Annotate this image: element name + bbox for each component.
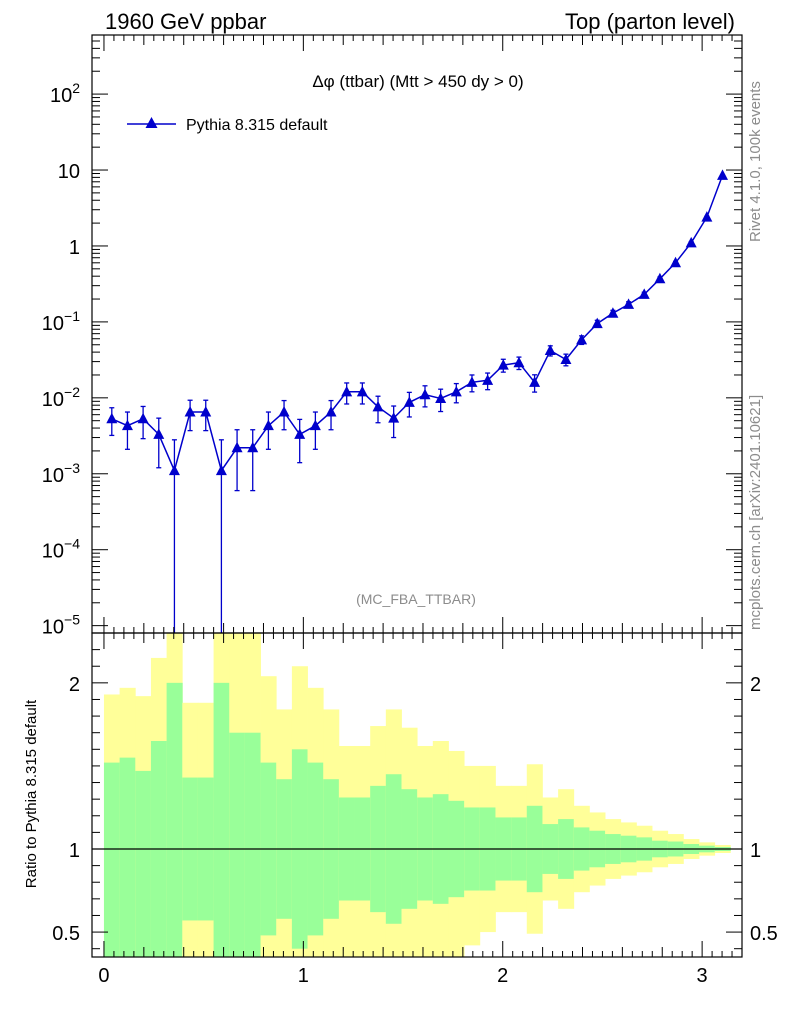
data-point-marker (435, 392, 447, 403)
data-point-marker (560, 353, 572, 364)
x-tick-label: 2 (497, 965, 508, 987)
data-point-marker (121, 419, 133, 431)
data-point-marker (701, 211, 713, 222)
data-point-marker (106, 412, 118, 424)
ratio-inner-band-bin (119, 757, 136, 957)
plot-title: Δφ (ttbar) (Mtt > 450 dy > 0) (312, 72, 523, 91)
ratio-y-tick-label-right: 1 (750, 840, 761, 862)
data-point-marker (450, 385, 462, 397)
data-point-marker (638, 288, 650, 299)
data-point-marker (544, 344, 556, 356)
main-y-tick-label: 10−4 (42, 536, 80, 563)
ratio-inner-band-bin (166, 682, 183, 957)
legend-marker (145, 117, 158, 128)
data-point-marker (200, 406, 212, 417)
ratio-y-tick-label-right: 0.5 (750, 923, 778, 945)
ratio-uncertainty-bands (103, 633, 731, 957)
data-point-marker (168, 464, 180, 476)
data-point-marker (497, 359, 509, 370)
data-point-marker (325, 406, 337, 417)
data-point-marker (591, 317, 603, 329)
data-point-marker (215, 464, 227, 476)
data-point-marker (654, 272, 666, 284)
data-point-marker (607, 307, 619, 318)
ratio-inner-band-bin (213, 682, 230, 957)
data-point-marker (231, 441, 243, 453)
data-point-marker (419, 388, 431, 400)
data-point-marker (529, 376, 541, 387)
data-point-marker (278, 406, 290, 417)
data-point-marker (294, 428, 306, 439)
analysis-tag: (MC_FBA_TTBAR) (356, 591, 476, 607)
data-point-marker (403, 396, 415, 407)
header-left: 1960 GeV ppbar (105, 9, 266, 34)
data-point-marker (670, 256, 682, 268)
mcplots-label: mcplots.cern.ch [arXiv:2401.10621] (747, 395, 764, 630)
ratio-y-tick-label-left: 0.5 (52, 923, 80, 945)
data-point-marker (247, 441, 259, 453)
data-point-marker (137, 412, 149, 424)
legend: Pythia 8.315 default (127, 117, 328, 134)
data-point-marker (372, 400, 384, 412)
data-point-marker (576, 333, 588, 345)
data-series (106, 169, 729, 633)
main-y-tick-label: 10−2 (42, 384, 80, 411)
x-tick-label: 0 (98, 965, 109, 987)
main-y-tick-label: 10−1 (42, 308, 80, 335)
ratio-inner-band-bin (229, 732, 246, 957)
main-y-tick-label: 1 (69, 237, 80, 259)
data-point-marker (513, 356, 525, 368)
data-point-marker (685, 236, 697, 248)
header-right: Top (parton level) (565, 9, 735, 34)
ratio-y-axis-label: Ratio to Pythia 8.315 default (23, 699, 40, 888)
ratio-y-tick-label-right: 2 (750, 674, 761, 696)
main-y-tick-label: 10 (58, 161, 80, 183)
axis-ticks (92, 34, 743, 957)
ratio-inner-band-bin (103, 762, 121, 957)
main-y-tick-label: 102 (50, 80, 80, 107)
x-tick-label: 1 (298, 965, 309, 987)
data-point-marker (153, 428, 165, 439)
data-point-marker (184, 406, 196, 417)
ratio-y-tick-label-left: 1 (69, 840, 80, 862)
ratio-inner-band-bin (244, 732, 261, 957)
data-point-marker (309, 419, 321, 431)
data-point-marker (623, 298, 635, 309)
data-point-marker (717, 169, 729, 180)
main-y-tick-label: 10−3 (42, 460, 80, 487)
data-point-marker (482, 374, 494, 385)
x-tick-label: 3 (697, 965, 708, 987)
data-point-marker (356, 385, 368, 397)
data-point-marker (341, 385, 353, 397)
ratio-inner-band-bin (135, 770, 152, 957)
data-point-marker (388, 412, 400, 423)
series-line (111, 175, 724, 473)
rivet-version-label: Rivet 4.1.0, 100k events (747, 81, 764, 242)
main-y-tick-label: 10−5 (42, 612, 80, 639)
data-point-marker (262, 419, 274, 431)
data-point-marker (466, 376, 478, 387)
legend-label: Pythia 8.315 default (186, 117, 328, 134)
ratio-plot-frame (91, 632, 743, 958)
ratio-y-tick-label-left: 2 (69, 674, 80, 696)
